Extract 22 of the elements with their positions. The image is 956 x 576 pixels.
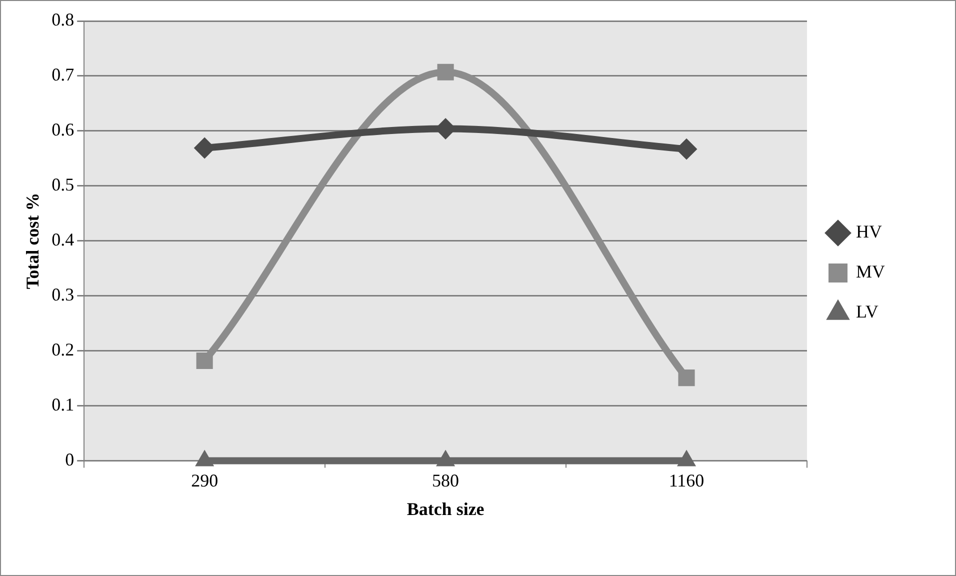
y-tick-label: 0.1 [52,394,74,415]
y-tick-label: 0.8 [52,10,74,30]
y-tick-label: 0 [65,450,74,470]
legend-label: LV [856,302,878,322]
y-axis-title: Total cost % [22,192,42,290]
y-tick-label: 0.7 [52,64,74,85]
legend-label: MV [856,262,886,282]
y-tick-label: 0.6 [52,120,74,140]
legend-label: HV [856,222,882,242]
x-tick-label: 580 [432,470,460,490]
y-tick-label: 0.5 [52,174,74,195]
point [436,450,455,466]
x-tick-label: 1160 [668,470,704,490]
x-axis-title: Batch size [406,498,484,519]
y-tick-label: 0.4 [52,230,74,250]
point [437,64,454,80]
y-tick-label: 0.2 [52,340,74,360]
point [195,450,214,466]
point [676,138,698,160]
y-tick-label: 0.3 [52,284,74,305]
x-tick-label: 290 [191,470,218,490]
point [677,450,696,466]
